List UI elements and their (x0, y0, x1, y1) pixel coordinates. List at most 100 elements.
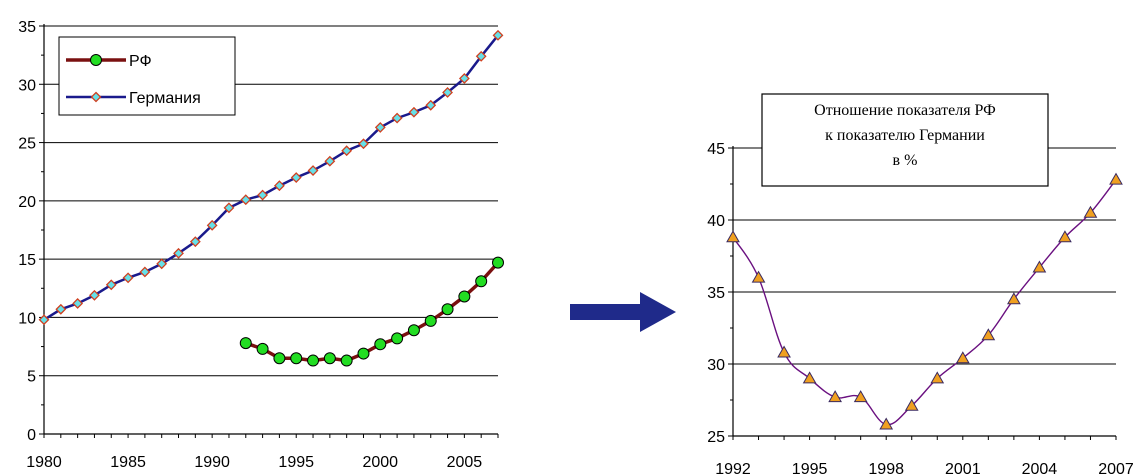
legend-box (58, 36, 236, 116)
x-tick-label: 1998 (868, 461, 904, 474)
x-tick-label: 2005 (447, 454, 483, 471)
x-tick-label: 2007 (1098, 461, 1134, 474)
series-line-1 (43, 34, 499, 321)
data-point (139, 266, 151, 278)
data-point (441, 303, 454, 316)
annotation-frame (761, 93, 1049, 187)
data-point (55, 303, 67, 315)
data-point (38, 314, 50, 326)
data-point (189, 236, 201, 248)
x-tick-label: 2001 (945, 461, 981, 474)
chart2-series (726, 172, 1123, 430)
y-tick-label: 45 (707, 141, 725, 158)
data-point (407, 324, 420, 337)
data-point (408, 106, 420, 118)
data-point (173, 247, 184, 259)
data-point (105, 279, 117, 291)
y-tick-label: 20 (18, 194, 36, 211)
y-tick-label: 25 (18, 136, 36, 153)
data-point (324, 155, 336, 167)
x-tick-label: 1995 (792, 461, 828, 474)
x-tick-label: 1985 (110, 454, 146, 471)
annotation-line-1: Отношение показателя РФ (814, 102, 996, 119)
data-point (1058, 230, 1072, 243)
data-point (273, 352, 286, 365)
y-tick-label: 5 (27, 369, 36, 386)
data-point (357, 347, 370, 360)
y-tick-label: 35 (18, 19, 36, 36)
data-point (256, 342, 269, 355)
data-point (391, 332, 404, 345)
x-tick-label: 1995 (278, 454, 314, 471)
data-point (458, 73, 470, 84)
data-point (307, 165, 319, 176)
data-point (374, 338, 387, 351)
data-point (726, 230, 740, 243)
data-point (904, 398, 919, 411)
data-point (828, 390, 842, 403)
x-tick-label: 2000 (362, 454, 398, 471)
data-point (122, 272, 134, 284)
data-point (442, 87, 453, 98)
data-point (206, 219, 218, 231)
x-tick-label: 1992 (715, 461, 751, 474)
data-point (273, 180, 285, 192)
y-tick-label: 30 (707, 357, 725, 374)
y-tick-label: 35 (707, 285, 725, 302)
data-point (290, 172, 302, 183)
data-point (492, 29, 504, 41)
data-point (425, 99, 437, 111)
data-point (89, 289, 100, 301)
data-point (930, 371, 945, 384)
data-point (323, 352, 336, 365)
x-tick-label: 1990 (194, 454, 230, 471)
data-point (341, 145, 353, 157)
data-point (424, 314, 437, 327)
right-arrow-icon (570, 292, 676, 332)
data-point (223, 202, 235, 214)
y-tick-label: 15 (18, 252, 36, 269)
data-point (1083, 205, 1098, 218)
data-point (802, 371, 817, 384)
y-tick-label: 30 (18, 77, 36, 94)
x-tick-label: 1980 (26, 454, 62, 471)
data-point (1007, 292, 1021, 305)
y-tick-label: 10 (18, 310, 36, 327)
legend-label-germany: Германия (129, 90, 201, 107)
data-point (955, 351, 970, 364)
chart1-legend: РФ Германия (58, 36, 236, 116)
chart2-annotation-box: Отношение показателя РФ к показателю Гер… (761, 93, 1049, 187)
data-point (458, 290, 471, 303)
data-point (492, 256, 504, 269)
series-line-0 (245, 261, 500, 363)
data-point (156, 258, 168, 270)
legend-swatch-rf-marker (90, 54, 102, 66)
data-point (853, 390, 868, 403)
data-point (391, 112, 403, 124)
y-tick-label: 40 (707, 213, 725, 230)
data-point (374, 121, 386, 133)
data-point (475, 50, 487, 62)
y-tick-label: 25 (707, 429, 725, 446)
data-point (239, 337, 252, 350)
y-tick-label: 0 (27, 427, 36, 444)
chart2-axes: 25 30 35 40 45 1992 1995 1998 2001 2004 2007 (707, 141, 1134, 474)
chart-rf-germany: 0 5 10 15 20 25 30 35 1980 1985 1990 1995 2000 2005 Р… (18, 19, 504, 471)
data-point (777, 345, 791, 358)
data-point (290, 352, 303, 365)
data-point (1109, 172, 1123, 185)
chart1-series (38, 29, 504, 367)
legend-label-rf: РФ (129, 53, 152, 70)
chart1-axes: 0 5 10 15 20 25 30 35 1980 1985 1990 1995 2000 2005 (18, 19, 499, 471)
data-point (240, 194, 252, 206)
chart-ratio: 25 30 35 40 45 1992 1995 1998 2001 2004 2007 Отнош… (707, 93, 1134, 474)
x-tick-label: 2004 (1022, 461, 1058, 474)
data-point (307, 354, 320, 367)
data-point (981, 328, 996, 341)
data-point (257, 189, 269, 201)
legend-swatch-germany-marker (90, 91, 102, 103)
data-point (358, 138, 369, 150)
data-point (72, 298, 84, 309)
annotation-line-2: к показателю Германии (825, 127, 985, 144)
